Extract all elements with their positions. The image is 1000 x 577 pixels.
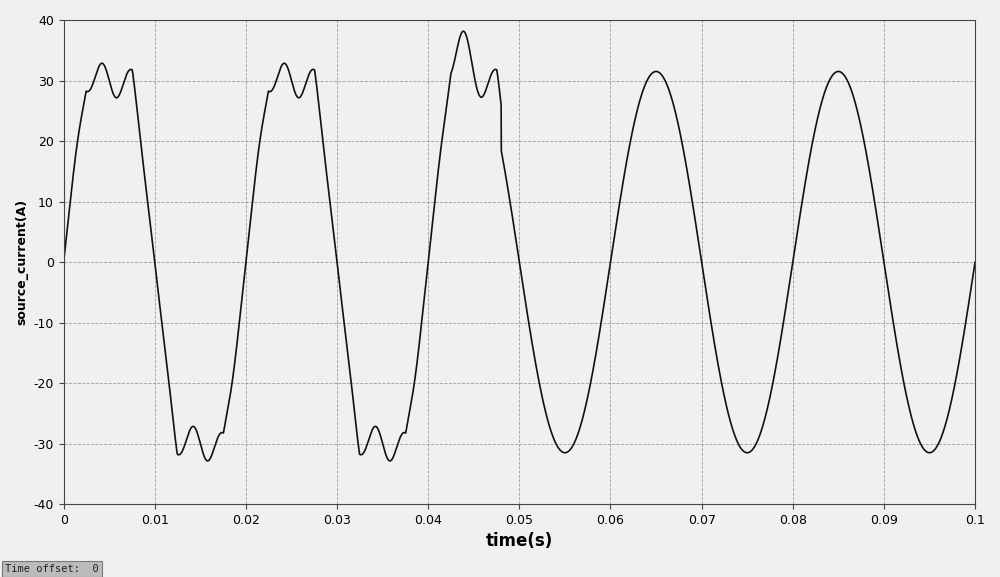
Y-axis label: source_current(A): source_current(A): [15, 199, 28, 325]
Text: Time offset:  0: Time offset: 0: [5, 564, 99, 574]
X-axis label: time(s): time(s): [486, 533, 553, 550]
